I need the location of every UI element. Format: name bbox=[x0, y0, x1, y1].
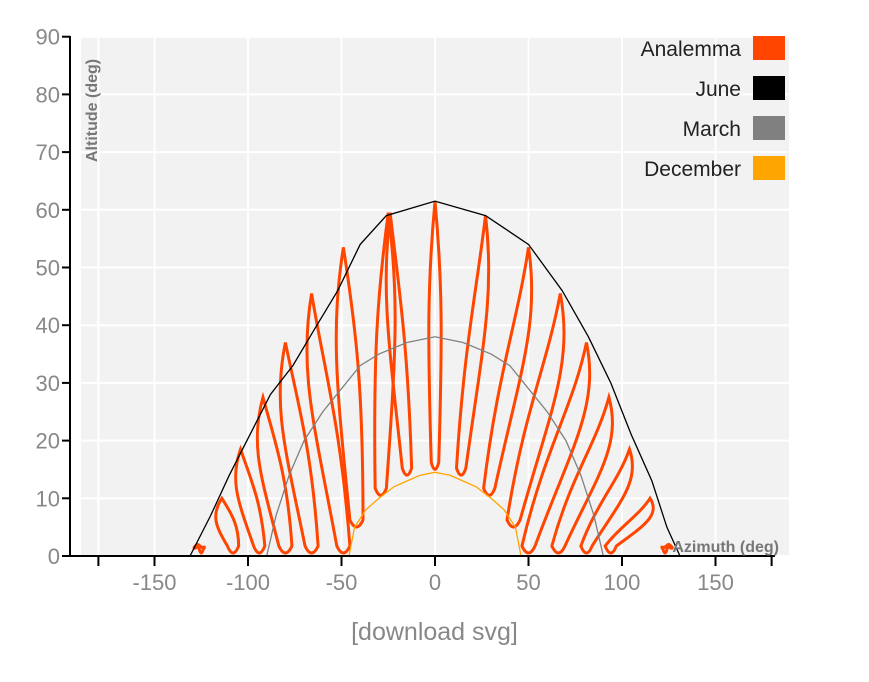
legend-swatch bbox=[753, 76, 785, 100]
december-line bbox=[348, 471, 522, 557]
y-tick-label: 90 bbox=[36, 25, 60, 50]
y-tick-label: 50 bbox=[36, 256, 60, 281]
analemma-loop bbox=[505, 293, 566, 529]
analemma-loop bbox=[660, 542, 674, 555]
series-layer bbox=[189, 200, 681, 557]
legend-label: December bbox=[644, 158, 741, 181]
legend-label: Analemma bbox=[641, 38, 742, 61]
y-tick-label: 10 bbox=[36, 486, 60, 511]
analemma-loop bbox=[520, 342, 592, 555]
x-tick-label: -150 bbox=[132, 570, 176, 595]
analemma-chart: -150 -100 -50 0 50 100 1500102030405060708090 … bbox=[36, 25, 789, 595]
y-tick-label: 60 bbox=[36, 198, 60, 223]
analemma-loop bbox=[454, 215, 491, 477]
analemma-loop bbox=[334, 247, 365, 529]
june-line bbox=[189, 200, 681, 557]
y-axis-title: Altitude (deg) bbox=[84, 59, 101, 162]
y-tick-label: 70 bbox=[36, 140, 60, 165]
x-tick-label: -100 bbox=[226, 570, 270, 595]
legend-swatch bbox=[753, 156, 785, 180]
analemma-loop bbox=[234, 444, 267, 555]
x-tick-label: 150 bbox=[697, 570, 734, 595]
analemma-loop bbox=[427, 201, 443, 471]
analemma-loop bbox=[482, 247, 534, 497]
analemma-loop bbox=[579, 444, 635, 555]
y-tick-label: 40 bbox=[36, 313, 60, 338]
y-tick-label: 30 bbox=[36, 371, 60, 396]
y-tick-label: 80 bbox=[36, 82, 60, 107]
analemma-loop bbox=[603, 495, 655, 555]
analemma-loop bbox=[373, 212, 397, 497]
analemma-loop bbox=[305, 293, 352, 555]
x-axis-title: Azimuth (deg) bbox=[672, 539, 779, 556]
analemma-loop bbox=[214, 495, 241, 555]
legend-label: June bbox=[695, 78, 741, 101]
legend: Analemma June March December bbox=[641, 36, 785, 181]
legend-label: March bbox=[683, 118, 741, 141]
download-svg-link[interactable]: [download svg] bbox=[351, 618, 518, 646]
x-tick-label: 0 bbox=[429, 570, 441, 595]
x-tick-label: -50 bbox=[326, 570, 358, 595]
x-tick-label: 100 bbox=[604, 570, 641, 595]
analemma-loop bbox=[384, 212, 414, 477]
march-line bbox=[266, 336, 604, 557]
legend-swatch bbox=[753, 36, 785, 60]
x-tick-label: 50 bbox=[516, 570, 540, 595]
analemma-loop bbox=[550, 391, 614, 555]
analemma-loop bbox=[278, 342, 320, 555]
legend-swatch bbox=[753, 116, 785, 140]
y-tick-label: 20 bbox=[36, 429, 60, 454]
y-tick-label: 0 bbox=[48, 544, 60, 569]
axes: -150 -100 -50 0 50 100 150 0 10 20 30 40 50 60 70 80 90 bbox=[36, 25, 775, 595]
analemma-loop bbox=[255, 391, 294, 555]
